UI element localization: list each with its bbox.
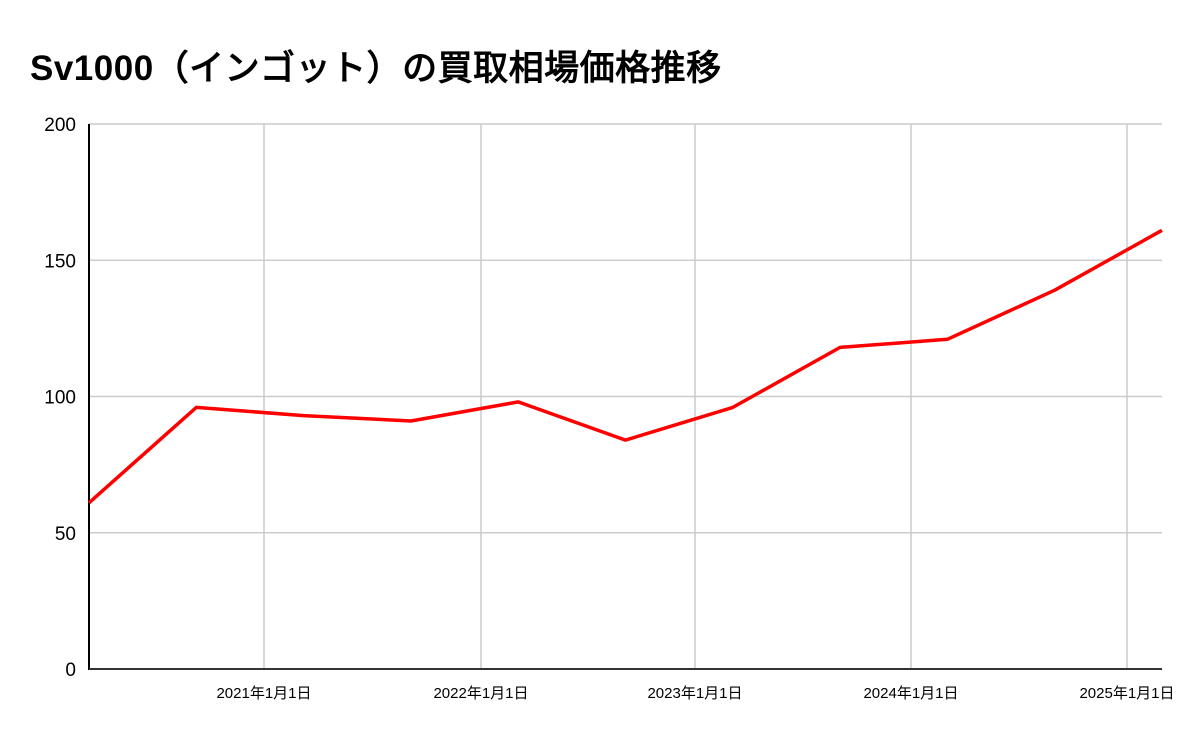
y-tick-label: 0 (65, 660, 76, 681)
y-tick-label: 100 (44, 388, 76, 409)
x-tick-label: 2022年1月1日 (433, 685, 528, 702)
chart-title: Sv1000（インゴット）の買取相場価格推移 (30, 49, 722, 88)
y-tick-label: 200 (44, 115, 76, 136)
x-tick-label: 2021年1月1日 (216, 685, 311, 702)
y-tick-label: 150 (44, 251, 76, 272)
x-tick-label: 2025年1月1日 (1079, 685, 1174, 702)
y-tick-label: 50 (55, 524, 76, 545)
price-line (87, 228, 1163, 505)
x-tick-label: 2023年1月1日 (647, 685, 742, 702)
x-tick-label: 2024年1月1日 (863, 685, 958, 702)
